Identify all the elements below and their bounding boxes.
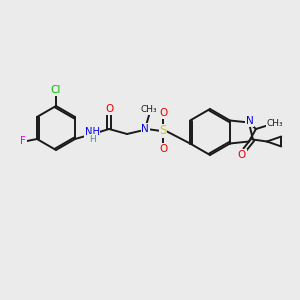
Text: CH₃: CH₃ xyxy=(141,106,158,115)
Text: CH₃: CH₃ xyxy=(267,118,283,127)
Text: O: O xyxy=(159,144,167,154)
Text: F: F xyxy=(20,136,26,146)
Text: O: O xyxy=(105,104,113,114)
Text: Cl: Cl xyxy=(51,85,61,95)
Text: S: S xyxy=(159,124,167,137)
Text: NH: NH xyxy=(85,127,100,137)
Text: H: H xyxy=(89,134,95,143)
Text: N: N xyxy=(141,124,149,134)
Text: O: O xyxy=(238,149,246,160)
Text: O: O xyxy=(159,108,167,118)
Text: N: N xyxy=(246,116,254,127)
